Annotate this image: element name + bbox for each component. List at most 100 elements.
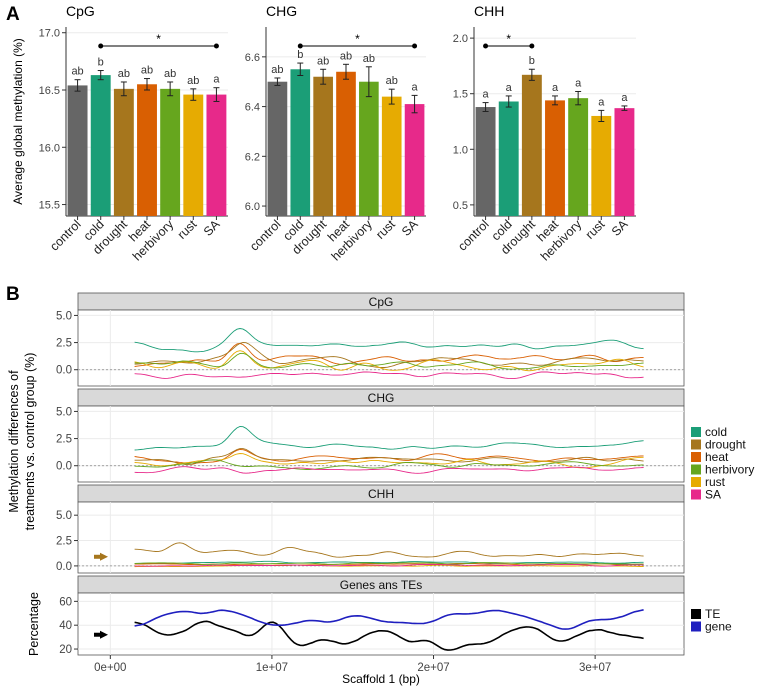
panel-label-b: B	[6, 284, 20, 305]
y-tick-label: 1.0	[453, 144, 468, 156]
bar-rust	[591, 115, 612, 216]
facet-plot-area	[77, 309, 685, 387]
legend-swatch-gene	[691, 621, 701, 632]
legend-swatch-TE	[691, 609, 701, 619]
y-tick-label: 2.0	[453, 33, 468, 45]
legend-swatch-herbivory	[691, 464, 701, 475]
y-tick-label: 2.5	[56, 536, 72, 548]
chart-title: CHH	[474, 3, 504, 19]
legend-swatch-heat	[691, 452, 701, 462]
significance-star: *	[355, 32, 360, 46]
y-tick-label: 5.0	[56, 510, 72, 522]
facet-plot-area	[77, 501, 685, 574]
arrow-marker-head	[100, 630, 108, 639]
bar-cold	[90, 75, 111, 216]
significance-letter: ab	[363, 53, 375, 65]
significance-letter: ab	[164, 68, 176, 80]
significance-star: *	[506, 32, 511, 46]
facet-cpg: CpG 0.0 2.5 5.0	[56, 292, 685, 387]
legend-label-heat: heat	[705, 450, 729, 464]
bar-drought	[521, 74, 542, 217]
bar-SA	[206, 94, 227, 216]
panel-a: A CpG 15.5 16.0 16.5 17.0 Average global methy…	[6, 3, 636, 263]
facet-plot-area	[77, 592, 685, 656]
y-tick-label: 2.5	[56, 434, 72, 446]
facet-chh: CHH 0.0 2.5 5.0	[56, 484, 685, 574]
legend-label-rust: rust	[705, 475, 726, 489]
legend-swatch-drought	[691, 439, 701, 450]
legend-label-drought: drought	[705, 438, 746, 452]
significance-letter: b	[529, 55, 535, 67]
y-tick-label: 1.5	[453, 89, 468, 101]
x-tick-label: 3e+07	[579, 662, 611, 674]
bar-rust	[381, 96, 402, 216]
facet-title: CpG	[369, 295, 394, 309]
facet-title: CHH	[368, 487, 394, 501]
y-axis-label-line1: Methylation differences of	[7, 370, 21, 513]
legend-swatch-SA	[691, 489, 701, 500]
genes-y-axis-label: Percentage	[27, 592, 41, 656]
bracket-end	[213, 43, 219, 49]
significance-letter: a	[621, 92, 628, 104]
bracket-end	[98, 43, 104, 49]
y-tick-label: 0.0	[56, 561, 72, 573]
y-tick-label: 0.0	[56, 365, 72, 377]
x-tick-label: SA	[399, 217, 421, 239]
significance-letter: a	[575, 77, 582, 89]
series-line-herbivory	[134, 352, 644, 370]
bar-heat	[545, 100, 565, 216]
x-tick-label: control	[455, 217, 491, 253]
bar-control	[475, 107, 496, 216]
panel-b: B CpG 0.0 2.5 5.0 CHG 0.0 2.5 5.0 CHH 0.0 2.5 5.0 Gen…	[6, 284, 754, 686]
x-tick-label: 0e+00	[94, 662, 126, 674]
series-line-cold	[134, 560, 644, 565]
significance-letter: a	[598, 96, 605, 108]
bar-control	[267, 81, 288, 216]
significance-letter: ab	[141, 65, 153, 77]
bar-cold	[498, 101, 519, 216]
significance-letter: a	[506, 82, 513, 94]
y-tick-label: 6.0	[245, 201, 260, 213]
y-axis-label: Methylation differences of treatments vs.…	[7, 353, 37, 531]
legend-swatch-rust	[691, 477, 701, 487]
significance-letter: ab	[386, 75, 398, 87]
bar-rust	[183, 94, 204, 216]
bar-herbivory	[359, 81, 379, 216]
y-tick-label: 6.2	[245, 151, 260, 163]
bar-control	[67, 85, 88, 216]
y-tick-label: 60	[59, 596, 72, 608]
legend-label-herbivory: herbivory	[705, 463, 754, 477]
bar-chart-chh: CHH0.51.01.52.0acontrolacoldbdroughtahea…	[453, 3, 636, 263]
arrow-marker-head	[100, 552, 108, 561]
series-line-herbivory	[134, 562, 644, 565]
significance-letter: ab	[118, 68, 130, 80]
bar-SA	[404, 104, 425, 216]
y-tick-label: 16.5	[39, 85, 60, 97]
bracket-end	[412, 43, 418, 49]
significance-letter: ab	[340, 50, 352, 62]
y-tick-label: 17.0	[39, 28, 60, 40]
series-line-drought	[134, 448, 644, 466]
bar-drought	[113, 88, 134, 216]
legend-label-TE: TE	[705, 607, 720, 621]
y-axis-label: Average global methylation (%)	[11, 38, 25, 205]
y-tick-label: 2.5	[56, 338, 72, 350]
facet-title: Genes ans TEs	[340, 578, 423, 592]
facet-genes: Genes ans TEs 20 40 60	[59, 575, 685, 656]
bar-chart-cpg: CpG 15.5 16.0 16.5 17.0 Average global methyl…	[11, 3, 228, 263]
x-axis-label: Scaffold 1 (bp)	[342, 672, 420, 686]
y-tick-label: 40	[59, 620, 72, 632]
chart-title: CpG	[66, 3, 95, 19]
facet-chg: CHG 0.0 2.5 5.0	[56, 388, 685, 483]
significance-letter: ab	[71, 66, 83, 78]
y-tick-label: 6.6	[245, 52, 260, 64]
x-tick-label: rust	[175, 217, 200, 242]
x-tick-label: 1e+07	[256, 662, 288, 674]
series-line-drought	[134, 542, 644, 558]
bar-SA	[614, 108, 635, 216]
significance-letter: a	[552, 82, 559, 94]
x-tick-label: rust	[583, 217, 608, 242]
